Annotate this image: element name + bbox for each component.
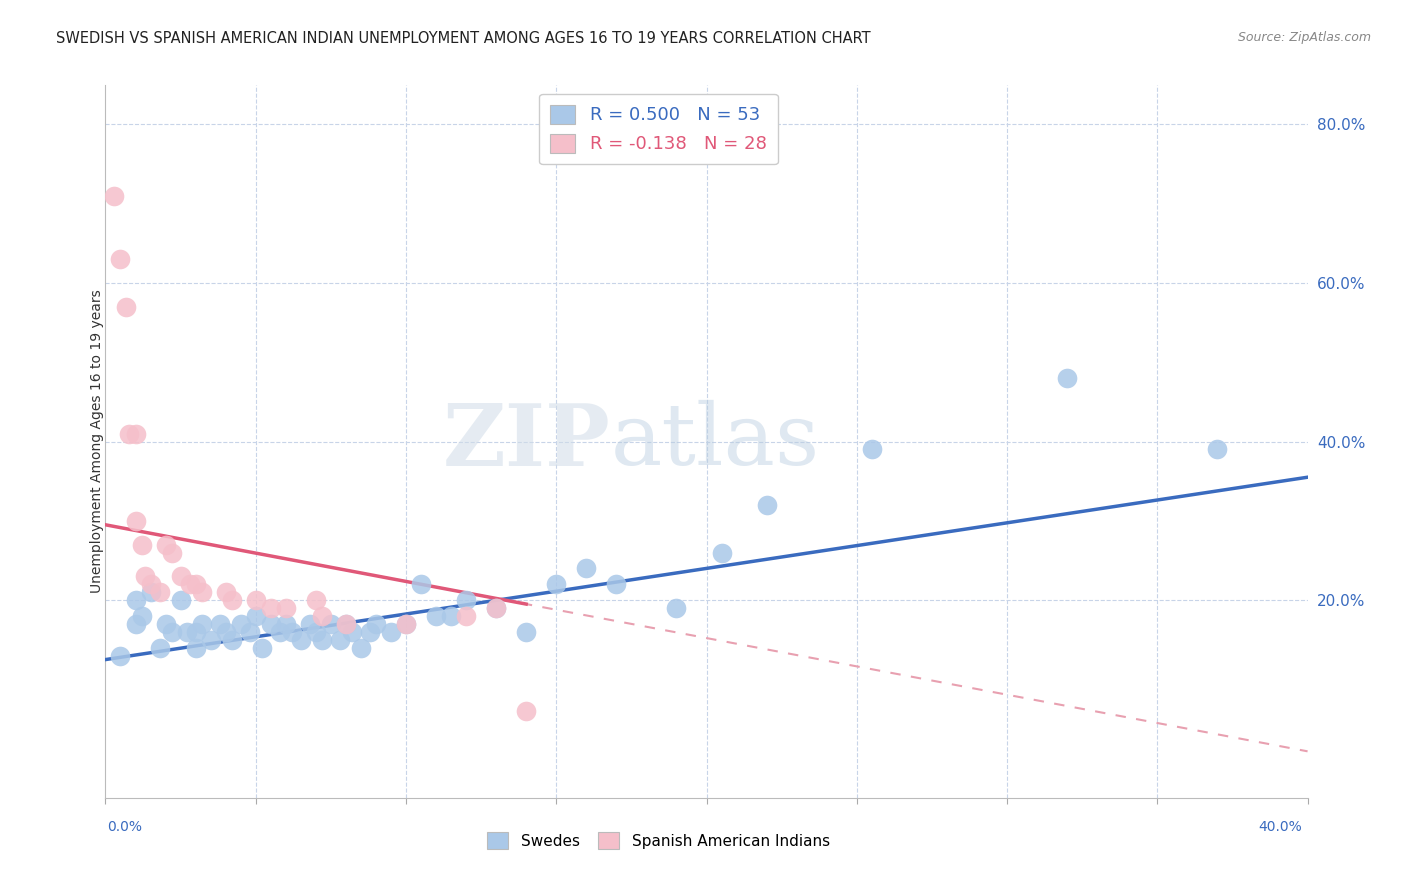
Point (110, 252, 132, 267)
Point (245, 593, 267, 607)
Point (605, 577, 627, 591)
Point (176, 624, 198, 639)
Point (160, 624, 183, 639)
Point (380, 624, 402, 639)
Point (221, 632, 243, 647)
Point (200, 632, 222, 647)
Point (148, 585, 170, 599)
Point (184, 624, 207, 639)
Point (214, 585, 236, 599)
Point (139, 577, 162, 591)
Point (221, 593, 243, 607)
Point (239, 624, 262, 639)
Point (103, 188, 125, 202)
Point (184, 640, 207, 655)
Point (311, 632, 333, 647)
Point (110, 648, 132, 663)
Point (305, 624, 328, 639)
Point (131, 538, 153, 552)
Point (260, 601, 283, 615)
Point (485, 601, 508, 615)
Point (160, 545, 183, 559)
Point (169, 593, 191, 607)
Point (329, 632, 352, 647)
Point (139, 585, 162, 599)
Y-axis label: Unemployment Among Ages 16 to 19 years: Unemployment Among Ages 16 to 19 years (90, 290, 104, 593)
Point (755, 498, 778, 512)
Point (311, 609, 333, 624)
Point (274, 601, 297, 615)
Point (208, 616, 231, 631)
Point (575, 561, 598, 575)
Point (454, 593, 477, 607)
Point (281, 624, 304, 639)
Point (148, 640, 170, 655)
Text: SWEDISH VS SPANISH AMERICAN INDIAN UNEMPLOYMENT AMONG AGES 16 TO 19 YEARS CORREL: SWEDISH VS SPANISH AMERICAN INDIAN UNEMP… (56, 31, 870, 46)
Point (425, 609, 447, 624)
Point (350, 640, 373, 655)
Point (169, 569, 191, 583)
Point (395, 616, 418, 631)
Text: 0.0%: 0.0% (107, 821, 142, 834)
Point (710, 545, 733, 559)
Point (214, 624, 236, 639)
Point (546, 577, 568, 591)
Point (124, 593, 146, 607)
Point (179, 577, 201, 591)
Point (364, 616, 387, 631)
Text: Source: ZipAtlas.com: Source: ZipAtlas.com (1237, 31, 1371, 45)
Point (305, 593, 328, 607)
Point (124, 426, 146, 441)
Text: ZIP: ZIP (443, 400, 610, 483)
Point (454, 609, 477, 624)
Point (124, 514, 146, 528)
Point (359, 624, 381, 639)
Point (515, 624, 537, 639)
Point (409, 577, 432, 591)
Point (245, 609, 267, 624)
Legend: Swedes, Spanish American Indians: Swedes, Spanish American Indians (481, 826, 837, 855)
Point (1206, 442, 1229, 457)
Point (124, 616, 146, 631)
Point (485, 601, 508, 615)
Point (184, 577, 207, 591)
Point (115, 300, 138, 314)
Point (335, 616, 357, 631)
Point (269, 624, 291, 639)
Point (190, 585, 212, 599)
Text: 40.0%: 40.0% (1258, 821, 1302, 834)
Point (290, 632, 312, 647)
Point (134, 569, 156, 583)
Point (665, 601, 688, 615)
Point (395, 616, 418, 631)
Point (340, 624, 363, 639)
Point (298, 616, 321, 631)
Point (515, 704, 537, 718)
Point (1056, 371, 1078, 385)
Point (260, 616, 283, 631)
Point (319, 616, 342, 631)
Point (155, 538, 177, 552)
Text: atlas: atlas (610, 400, 820, 483)
Point (155, 616, 177, 631)
Point (860, 442, 883, 457)
Point (131, 609, 153, 624)
Point (335, 616, 357, 631)
Point (440, 609, 463, 624)
Point (118, 426, 141, 441)
Point (274, 616, 297, 631)
Point (250, 640, 273, 655)
Point (229, 616, 252, 631)
Point (190, 616, 212, 631)
